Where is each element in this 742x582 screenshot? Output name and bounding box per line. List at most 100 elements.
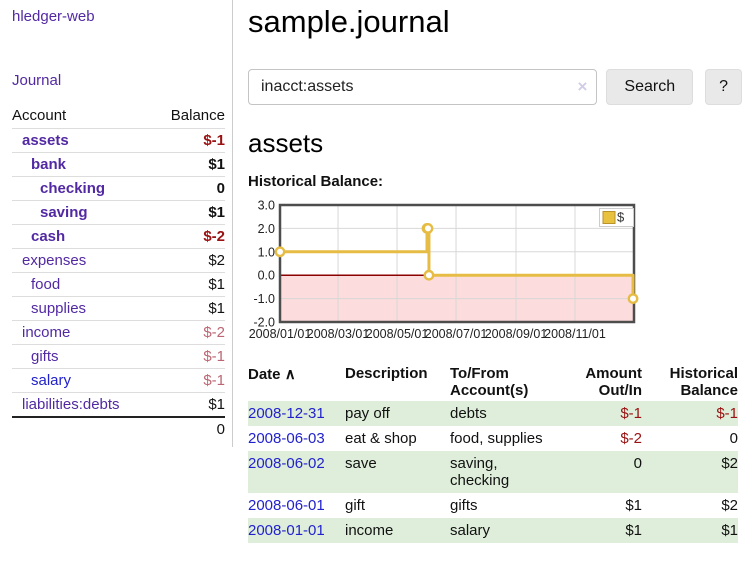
transaction-description: eat & shop bbox=[345, 430, 417, 447]
account-balance: $-2 bbox=[153, 224, 225, 249]
transaction-date-cell: 2008-06-02 bbox=[248, 451, 345, 493]
sidebar-accounts-body: assets $-1 bank $1 checking 0 saving $1 cash $-2 e… bbox=[12, 128, 225, 417]
account-column-header: Account bbox=[12, 107, 67, 124]
svg-text:2008/09/01: 2008/09/01 bbox=[485, 327, 548, 341]
transaction-amount: $1 bbox=[625, 497, 642, 514]
account-row: liabilities:debts $1 bbox=[12, 392, 225, 417]
account-row: gifts $-1 bbox=[12, 344, 225, 369]
account-link[interactable]: checking bbox=[40, 180, 106, 197]
account-link[interactable]: assets bbox=[22, 132, 69, 149]
transaction-accounts: saving, checking bbox=[450, 451, 556, 493]
register-header-description: Description bbox=[345, 365, 428, 382]
account-balance: $2 bbox=[153, 248, 225, 273]
main-content: sample.journal × Search ? assets Histori… bbox=[233, 0, 742, 543]
register-header-date[interactable]: Date ∧ bbox=[248, 366, 296, 383]
account-link[interactable]: supplies bbox=[31, 300, 87, 317]
account-row: checking 0 bbox=[12, 176, 225, 201]
transaction-date-cell: 2008-06-03 bbox=[248, 426, 345, 451]
search-form: × Search ? bbox=[248, 69, 742, 105]
account-row: assets $-1 bbox=[12, 128, 225, 153]
svg-text:-2.0: -2.0 bbox=[253, 316, 275, 330]
account-link[interactable]: income bbox=[22, 324, 71, 341]
transaction-amount: $1 bbox=[556, 518, 642, 543]
accounts-total-spacer bbox=[12, 416, 154, 441]
transaction-description: gift bbox=[345, 497, 366, 514]
register-header-balance: Historical Balance bbox=[669, 365, 738, 399]
register-body: 2008-12-31 pay off debts $-1 $-1 2008-06-03 ea… bbox=[248, 401, 738, 543]
legend-swatch bbox=[602, 211, 616, 224]
account-link[interactable]: salary bbox=[31, 372, 72, 389]
svg-text:-1.0: -1.0 bbox=[253, 292, 275, 306]
page-title: sample.journal bbox=[248, 4, 450, 39]
account-balance: 0 bbox=[153, 176, 225, 201]
register-header-row: Date ∧ Description To/From Account(s) Am… bbox=[248, 363, 738, 401]
account-balance: $1 bbox=[153, 392, 225, 417]
svg-text:2008/03/01: 2008/03/01 bbox=[307, 327, 370, 341]
account-link[interactable]: bank bbox=[31, 156, 67, 173]
account-link[interactable]: liabilities:debts bbox=[22, 396, 120, 413]
transaction-date-link[interactable]: 2008-12-31 bbox=[248, 405, 325, 422]
accounts-header-row: Account Balance bbox=[12, 104, 225, 129]
clear-search-icon[interactable]: × bbox=[577, 77, 588, 96]
balance-column-header: Balance bbox=[170, 107, 225, 124]
account-cell: liabilities:debts bbox=[12, 392, 154, 417]
account-link[interactable]: food bbox=[31, 276, 61, 293]
transaction-accounts: debts bbox=[450, 401, 556, 426]
transaction-amount: $-1 bbox=[556, 401, 642, 426]
register-header-amount: Amount Out/In bbox=[585, 365, 642, 399]
accounts-total-value: 0 bbox=[153, 416, 225, 441]
account-balance: $-1 bbox=[153, 368, 225, 393]
register-row: 2008-12-31 pay off debts $-1 $-1 bbox=[248, 401, 738, 426]
register-row: 2008-06-03 eat & shop food, supplies $-2 0 bbox=[248, 426, 738, 451]
account-link[interactable]: expenses bbox=[22, 252, 87, 269]
account-cell: supplies bbox=[12, 296, 154, 321]
svg-text:2008/07/01: 2008/07/01 bbox=[425, 327, 488, 341]
transaction-amount: 0 bbox=[556, 451, 642, 493]
account-cell: assets bbox=[12, 128, 154, 153]
account-cell: gifts bbox=[12, 344, 154, 369]
balance-chart: $3.0 2.0 1.0 0.0 -1.0 -2.0 2008/01/01 2008/03/0… bbox=[248, 199, 742, 349]
transaction-date-link[interactable]: 2008-06-03 bbox=[248, 430, 325, 447]
register-row: 2008-01-01 income salary $1 $1 bbox=[248, 518, 738, 543]
transaction-date-cell: 2008-06-01 bbox=[248, 493, 345, 518]
transaction-balance: $1 bbox=[642, 518, 738, 543]
transaction-balance: 0 bbox=[729, 430, 738, 447]
sidebar-accounts-table: Account Balance assets $-1 bank $1 checking 0… bbox=[12, 104, 225, 441]
account-heading: assets bbox=[248, 128, 324, 158]
transaction-date-link[interactable]: 2008-06-01 bbox=[248, 497, 325, 514]
legend-label: $ bbox=[617, 210, 625, 225]
transaction-accounts: food, supplies bbox=[450, 430, 543, 447]
account-link[interactable]: gifts bbox=[31, 348, 59, 365]
account-balance: $-1 bbox=[153, 128, 225, 153]
transaction-accounts: gifts bbox=[450, 497, 478, 514]
accounts-total-row: 0 bbox=[12, 416, 225, 441]
transaction-balance: $-1 bbox=[642, 401, 738, 426]
help-button[interactable]: ? bbox=[705, 69, 742, 105]
account-balance: $1 bbox=[153, 296, 225, 321]
chart-title: Historical Balance: bbox=[248, 173, 384, 190]
account-link[interactable]: cash bbox=[31, 228, 66, 245]
chart-svg: $3.0 2.0 1.0 0.0 -1.0 -2.02008/01/012008/03/0… bbox=[249, 199, 639, 341]
transaction-date-link[interactable]: 2008-06-02 bbox=[248, 455, 325, 472]
account-cell: salary bbox=[12, 368, 154, 393]
account-cell: saving bbox=[12, 200, 154, 225]
svg-text:2.0: 2.0 bbox=[258, 222, 275, 236]
transaction-date-link[interactable]: 2008-01-01 bbox=[248, 522, 325, 539]
svg-text:2008/11/01: 2008/11/01 bbox=[544, 327, 606, 341]
account-cell: checking bbox=[12, 176, 154, 201]
register-table: Date ∧ Description To/From Account(s) Am… bbox=[248, 363, 738, 543]
account-row: income $-2 bbox=[12, 320, 225, 345]
account-cell: expenses bbox=[12, 248, 154, 273]
app-title-link[interactable]: hledger-web bbox=[12, 8, 95, 25]
account-link[interactable]: saving bbox=[40, 204, 88, 221]
account-row: cash $-2 bbox=[12, 224, 225, 249]
register-row: 2008-06-02 save saving, checking 0 $2 bbox=[248, 451, 738, 493]
account-cell: cash bbox=[12, 224, 154, 249]
search-button[interactable]: Search bbox=[606, 69, 694, 105]
transaction-description: pay off bbox=[345, 401, 450, 426]
transaction-amount: $-2 bbox=[620, 430, 642, 447]
sidebar-item-journal[interactable]: Journal bbox=[12, 72, 62, 89]
account-balance: $-1 bbox=[153, 344, 225, 369]
svg-text:0.0: 0.0 bbox=[258, 269, 275, 283]
search-input[interactable] bbox=[248, 69, 598, 105]
